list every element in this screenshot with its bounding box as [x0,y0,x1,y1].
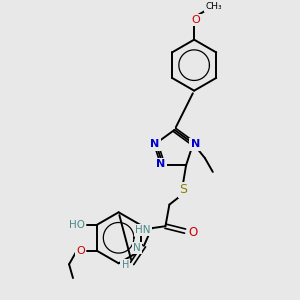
Text: N: N [156,159,166,170]
Text: S: S [179,183,187,196]
Text: N: N [150,140,160,149]
Text: O: O [188,226,197,238]
Text: H: H [122,260,129,270]
Text: CH₃: CH₃ [206,2,222,11]
Text: HN: HN [135,225,151,235]
Text: N: N [133,243,141,253]
Text: HO: HO [69,220,85,230]
Text: O: O [76,245,85,256]
Text: N: N [190,140,200,149]
Text: O: O [192,15,200,25]
